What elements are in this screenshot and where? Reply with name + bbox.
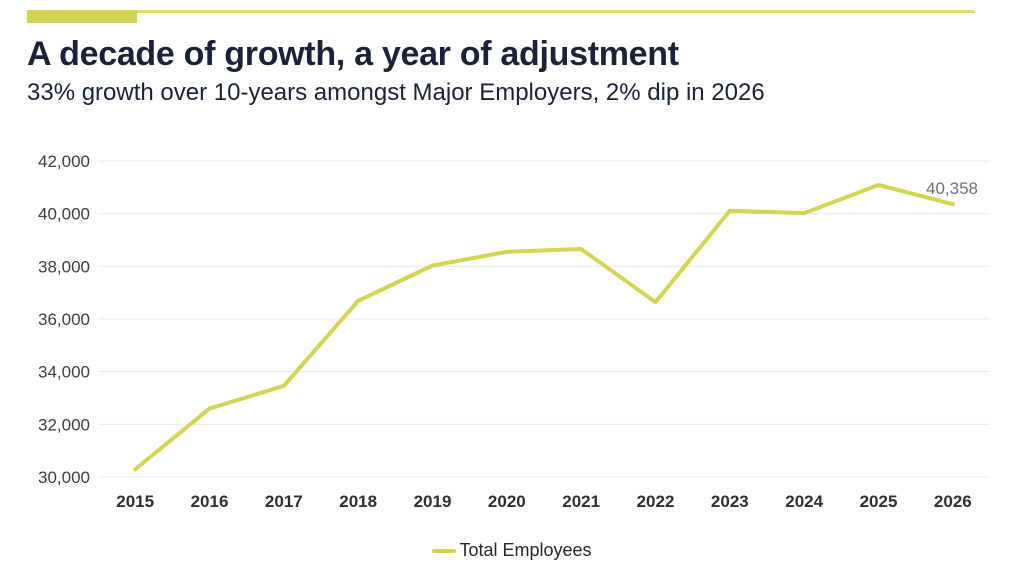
x-axis-tick-label: 2021 — [562, 492, 600, 511]
y-axis-tick-label: 32,000 — [38, 415, 90, 434]
chart-legend: Total Employees — [0, 540, 1024, 561]
x-axis-tick-label: 2026 — [934, 492, 972, 511]
x-axis-tick-label: 2016 — [191, 492, 229, 511]
x-axis-tick-label: 2024 — [785, 492, 823, 511]
x-axis-tick-label: 2025 — [860, 492, 898, 511]
y-axis-tick-label: 36,000 — [38, 310, 90, 329]
x-axis-tick-label: 2018 — [339, 492, 377, 511]
y-axis-tick-label: 34,000 — [38, 363, 90, 382]
end-point-data-label: 40,358 — [926, 179, 978, 198]
y-axis-tick-label: 38,000 — [38, 257, 90, 276]
y-axis-tick-label: 42,000 — [38, 152, 90, 171]
x-axis-tick-label: 2019 — [414, 492, 452, 511]
page-title: A decade of growth, a year of adjustment — [27, 35, 679, 73]
x-axis-tick-label: 2022 — [637, 492, 675, 511]
y-axis-tick-label: 40,000 — [38, 205, 90, 224]
total-employees-series-line — [133, 182, 955, 472]
x-axis-tick-label: 2023 — [711, 492, 749, 511]
x-axis-tick-label: 2020 — [488, 492, 526, 511]
x-axis-tick-label: 2017 — [265, 492, 303, 511]
x-axis-tick-label: 2015 — [116, 492, 154, 511]
legend-label: Total Employees — [459, 540, 592, 560]
accent-bar — [27, 10, 137, 23]
legend-line-swatch — [432, 548, 457, 553]
page-subtitle: 33% growth over 10-years amongst Major E… — [27, 79, 765, 106]
accent-rule-line — [137, 10, 975, 13]
y-axis-tick-label: 30,000 — [38, 468, 90, 487]
